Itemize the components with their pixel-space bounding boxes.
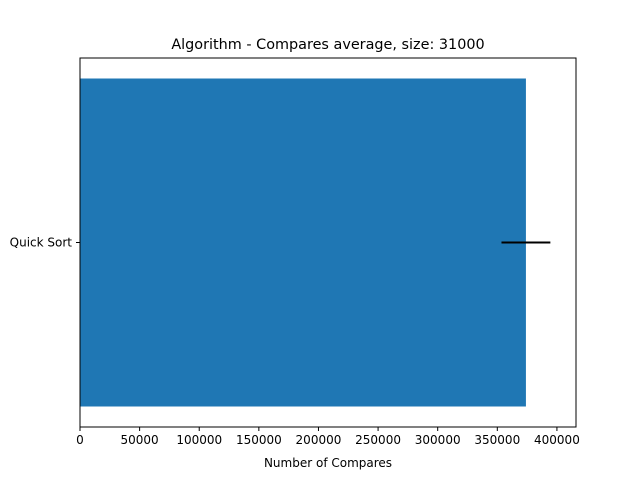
- x-tick-label: 200000: [296, 433, 342, 447]
- plot-area: [80, 78, 551, 407]
- chart-title: Algorithm - Compares average, size: 3100…: [171, 37, 484, 53]
- x-tick-label: 150000: [236, 433, 282, 447]
- axis-ticks: Quick Sort 0 50000 100000 150000 200000 250000…: [10, 236, 580, 448]
- x-tick-label: 0: [76, 433, 84, 447]
- x-tick-label: 300000: [415, 433, 461, 447]
- x-axis-label: Number of Compares: [264, 456, 392, 470]
- x-tick-label: 50000: [121, 433, 159, 447]
- axes-frame: [79, 57, 577, 428]
- x-tick-label: 400000: [534, 433, 580, 447]
- x-tick-label: 100000: [176, 433, 222, 447]
- x-tick-label: 350000: [474, 433, 520, 447]
- y-tick-label: Quick Sort: [10, 236, 73, 250]
- x-tick-label: 250000: [355, 433, 401, 447]
- bar-quick-sort: [80, 78, 526, 407]
